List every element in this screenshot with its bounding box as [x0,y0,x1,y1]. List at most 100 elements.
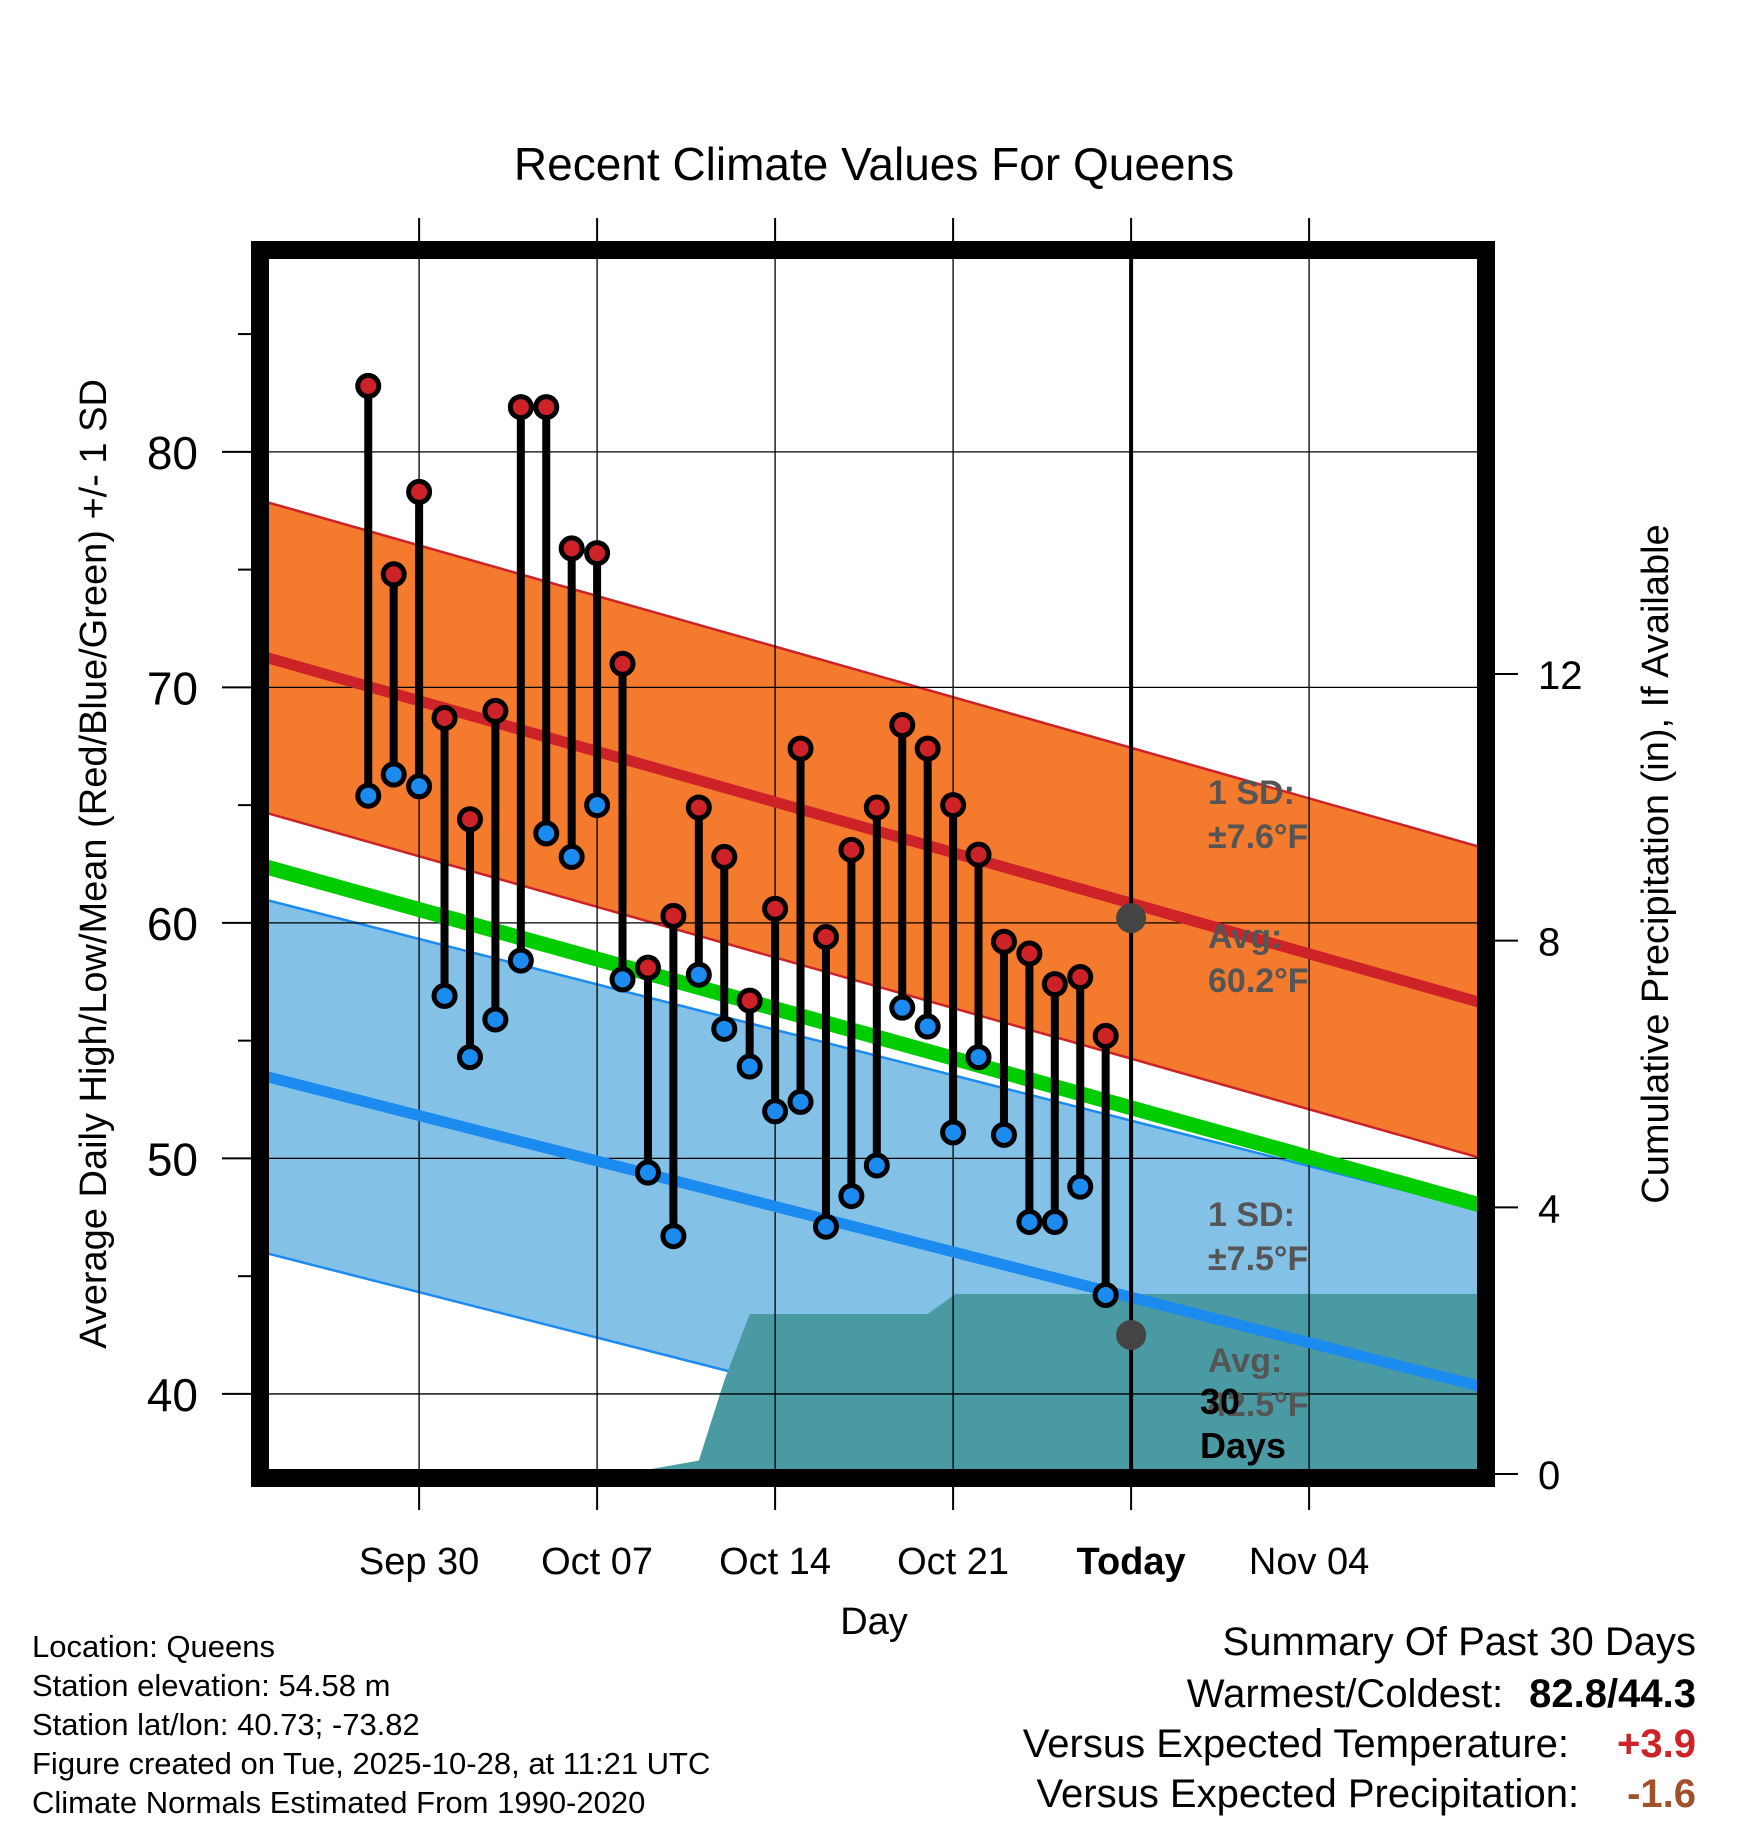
daily-low-point [380,761,407,788]
y-tick-label: 70 [147,662,198,714]
daily-high-point [685,794,712,821]
daily-high-point [634,954,661,981]
precip-area [264,1294,1482,1474]
figure-created: Figure created on Tue, 2025-10-28, at 11… [32,1746,711,1781]
daily-high-point [355,372,382,399]
temp-vs-expected-value: +3.9 [1617,1722,1696,1766]
daily-high-point [812,924,839,951]
daily-low-point [634,1159,661,1186]
daily-high-point [762,895,789,922]
daily-high-point [787,735,814,762]
station-latlon: Station lat/lon: 40.73; -73.82 [32,1707,420,1742]
daily-high-point [1016,940,1043,967]
x-tick-label: Oct 07 [541,1541,653,1583]
daily-low-point [838,1183,865,1210]
daily-high-point [914,735,941,762]
low-sd-value: ±7.5°F [1208,1240,1308,1278]
daily-low-point [1041,1208,1068,1235]
summary-precipitation: Versus Expected Precipitation: -1.6 [1037,1772,1696,1817]
y-tick-label: 50 [147,1133,198,1185]
summary-temperature: Versus Expected Temperature: +3.9 [1023,1722,1696,1767]
daily-high-point [838,836,865,863]
daily-high-point [558,535,585,562]
y-tick-label: 40 [147,1369,198,1421]
daily-high-point [507,394,534,421]
precip-vs-expected-label: Versus Expected Precipitation: [1036,1772,1580,1816]
daily-low-point [1067,1173,1094,1200]
low-avg-value: 42.5°F [1208,1386,1309,1424]
y2-axis-title: Cumulative Precipitation (in), If Availa… [1635,524,1677,1203]
daily-low-point [609,966,636,993]
x-axis-title: Day [840,1601,908,1643]
daily-high-point [584,540,611,567]
daily-high-point [1067,964,1094,991]
y2-tick-label: 12 [1538,654,1583,698]
daily-low-point [711,1015,738,1042]
x-tick-label: Nov 04 [1249,1541,1369,1583]
summary-warm-cold: Warmest/Coldest: 82.8/44.3 [1187,1672,1696,1717]
temp-vs-expected-label: Versus Expected Temperature: [1022,1722,1570,1766]
daily-low-point [456,1044,483,1071]
y2-tick-label: 8 [1538,921,1560,965]
daily-low-point [1016,1208,1043,1235]
warm-cold-label: Warmest/Coldest: [1186,1672,1504,1716]
high-avg-value: 60.2°F [1208,962,1309,1000]
daily-high-point [1092,1022,1119,1049]
daily-low-point [965,1044,992,1071]
daily-low-point [685,961,712,988]
y2-tick-label: 0 [1538,1454,1560,1498]
daily-low-point [787,1088,814,1115]
daily-high-point [965,841,992,868]
low-avg-label: Avg: [1208,1342,1282,1380]
daily-low-point [914,1013,941,1040]
station-elevation: Station elevation: 54.58 m [32,1668,391,1703]
daily-low-point [990,1121,1017,1148]
y-axis-title: Average Daily High/Low/Mean (Red/Blue/Gr… [73,379,115,1349]
normals-source: Climate Normals Estimated From 1990-2020 [32,1785,646,1820]
normal-low-line [264,1070,1482,1393]
today-low-marker [1116,1320,1147,1351]
today-high-marker [1116,903,1147,934]
daily-low-point [812,1213,839,1240]
daily-low-point [482,1006,509,1033]
daily-low-point [431,982,458,1009]
daily-low-point [533,820,560,847]
daily-high-point [380,561,407,588]
daily-low-point [660,1223,687,1250]
daily-low-point [558,843,585,870]
high-sd-label: 1 SD: [1208,774,1295,812]
daily-high-point [736,987,763,1014]
x-tick-label: Oct 21 [897,1541,1009,1583]
plot-frame [251,241,1495,1487]
x-tick-label: Oct 14 [719,1541,831,1583]
x-tick-label: Today [1077,1541,1186,1583]
daily-high-point [889,712,916,739]
precip-vs-expected-value: -1.6 [1627,1772,1696,1816]
daily-high-point [990,928,1017,955]
station-location: Location: Queens [32,1629,276,1664]
daily-high-point [1041,971,1068,998]
summary-title: Summary Of Past 30 Days [1222,1620,1696,1664]
daily-high-point [711,843,738,870]
warm-cold-value: 82.8/44.3 [1529,1672,1696,1716]
daily-low-point [889,994,916,1021]
daily-low-point [762,1098,789,1125]
chart-title: Recent Climate Values For Queens [514,138,1234,190]
period-number: 30 [1200,1381,1240,1422]
daily-low-point [507,947,534,974]
daily-high-point [660,902,687,929]
daily-low-point [1092,1282,1119,1309]
daily-high-point [406,478,433,505]
y2-tick-label: 4 [1538,1187,1560,1231]
daily-high-point [482,697,509,724]
y-tick-label: 80 [147,427,198,479]
x-tick-label: Sep 30 [359,1541,479,1583]
daily-low-point [863,1152,890,1179]
daily-high-point [863,794,890,821]
period-unit: Days [1200,1425,1286,1466]
daily-low-point [406,773,433,800]
daily-high-point [533,394,560,421]
daily-low-point [584,792,611,819]
daily-high-point [940,792,967,819]
